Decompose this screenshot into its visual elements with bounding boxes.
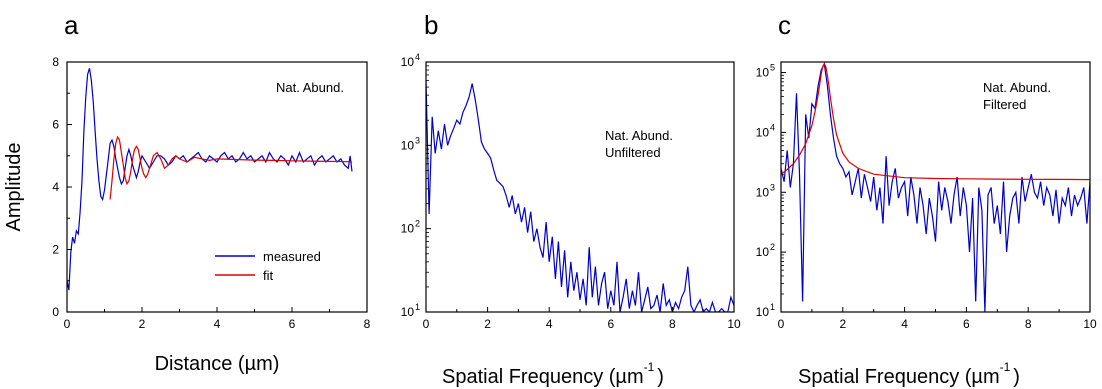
panel-b-xlabel-exp: -1: [644, 360, 655, 374]
panel-a-xlabel: Distance (µm): [155, 353, 280, 375]
panel-b-ytick-exponent: 4: [415, 52, 420, 62]
svg-text:Spatial Frequency (µm-1): Spatial Frequency (µm-1): [798, 360, 1020, 388]
panel-b-xlabel-text: Spatial Frequency (µm: [442, 366, 644, 388]
panel-a-series-fit: [109, 135, 353, 200]
panel-c-series-line-1: [781, 62, 1090, 181]
panel-a-legend: measured fit: [215, 249, 321, 283]
panel-b-xtick-label: 10: [727, 317, 741, 331]
panel-c-xtick-label: 6: [963, 317, 970, 331]
panel-c-xtick-label: 4: [901, 317, 908, 331]
panel-b-ytick-label: 10: [401, 138, 415, 152]
panel-b-ytick-exponent: 2: [415, 219, 420, 229]
legend-measured-label: measured: [263, 249, 321, 264]
legend-fit-label: fit: [263, 268, 274, 283]
panel-b-ytick-exponent: 1: [415, 302, 420, 312]
panel-c-ytick-label: 10: [756, 305, 770, 319]
panel-c-xtick-label: 10: [1083, 317, 1097, 331]
panel-b-frame: [425, 61, 735, 313]
panel-a-ytick-label: 0: [52, 305, 59, 319]
panel-c-ytick-exponent: 2: [770, 242, 775, 252]
panel-a-ytick-label: 4: [52, 180, 59, 194]
panel-b: b Spatial Frequency (µm-1) Nat. Abund. U…: [401, 10, 741, 388]
panel-b-xtick-label: 4: [546, 317, 553, 331]
panel-c-ytick-label: 10: [756, 125, 770, 139]
panel-b-xtick-label: 6: [607, 317, 614, 331]
panel-c-ytick-exponent: 4: [770, 122, 775, 132]
panel-b-xtick-label: 0: [423, 317, 430, 331]
panel-b-xlabel-close: ): [657, 366, 664, 388]
panel-a-xtick-label: 0: [64, 317, 71, 331]
panel-a-xtick-label: 6: [289, 317, 296, 331]
panel-a-series-measured: [67, 68, 353, 291]
panel-a-ytick-label: 6: [52, 118, 59, 132]
panel-c-xlabel: Spatial Frequency (µm-1): [798, 360, 1020, 388]
panel-c-frame: [780, 61, 1091, 313]
panel-b-ytick-label: 10: [401, 222, 415, 236]
panel-c-xtick-label: 0: [778, 317, 785, 331]
panel-c-annotation-1: Nat. Abund.: [983, 80, 1051, 95]
panel-b-annotation-1: Nat. Abund.: [605, 128, 673, 143]
panel-c-xtick-label: 8: [1025, 317, 1032, 331]
panel-a-xtick-label: 8: [364, 317, 371, 331]
panel-a-xtick-label: 4: [214, 317, 221, 331]
panel-c: c Spatial Frequency (µm-1) Nat. Abund. F…: [756, 10, 1097, 388]
panel-b-xtick-label: 2: [484, 317, 491, 331]
panel-b-ytick-label: 10: [401, 305, 415, 319]
panel-c-ytick-label: 10: [756, 66, 770, 80]
panel-b-ytick-label: 10: [401, 55, 415, 69]
panel-c-series-line-0: [781, 62, 1090, 312]
panel-a-ytick-label: 8: [52, 55, 59, 69]
panel-c-annotation-2: Filtered: [983, 97, 1026, 112]
panel-a-ylabel: Amplitude: [3, 143, 25, 232]
panel-b-series-line-0: [426, 80, 734, 312]
panel-b-xtick-label: 8: [669, 317, 676, 331]
panel-b-ytick-exponent: 3: [415, 135, 420, 145]
panel-c-xlabel-exp: -1: [1000, 360, 1011, 374]
svg-text:Spatial Frequency (µm-1): Spatial Frequency (µm-1): [442, 360, 664, 388]
panel-c-xlabel-text: Spatial Frequency (µm: [798, 366, 1000, 388]
panel-c-xtick-label: 2: [839, 317, 846, 331]
panel-a-ytick-label: 2: [52, 243, 59, 257]
panel-label-b: b: [424, 10, 438, 40]
panel-b-xlabel: Spatial Frequency (µm-1): [442, 360, 664, 388]
panel-c-ytick-exponent: 3: [770, 182, 775, 192]
panel-a: a Amplitude Distance (µm) Nat. Abund. me…: [3, 10, 371, 375]
panel-c-ytick-label: 10: [756, 185, 770, 199]
panel-label-c: c: [778, 10, 791, 40]
panel-c-ytick-exponent: 1: [770, 302, 775, 312]
panel-a-xtick-label: 2: [139, 317, 146, 331]
panel-c-xlabel-close: ): [1013, 366, 1020, 388]
panel-c-ytick-exponent: 5: [770, 63, 775, 73]
panel-c-ytick-label: 10: [756, 245, 770, 259]
panel-label-a: a: [64, 10, 79, 40]
panel-a-annotation: Nat. Abund.: [276, 80, 344, 95]
panel-b-annotation-2: Unfiltered: [605, 145, 661, 160]
